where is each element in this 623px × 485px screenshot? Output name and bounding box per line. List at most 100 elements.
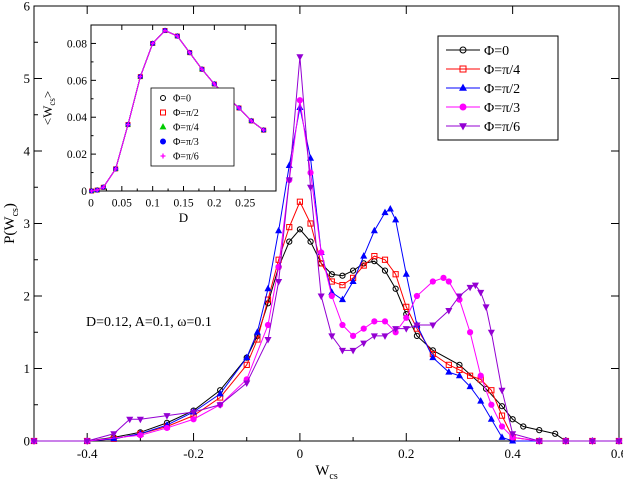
- main-xtick-label: 0.6: [611, 446, 623, 461]
- main-data-point: [136, 416, 144, 424]
- main-data-point: [371, 253, 378, 260]
- inset-legend-label: Φ=π/6: [173, 152, 199, 163]
- main-ylabel: P(Wcs): [2, 203, 21, 244]
- main-data-point: [349, 267, 357, 274]
- main-legend-label: Φ=π/4: [484, 63, 520, 78]
- main-data-point: [216, 389, 224, 397]
- main-data-point: [487, 329, 495, 337]
- inset-data-point: [261, 128, 266, 133]
- inset-data-point: [163, 28, 167, 33]
- inset-data-point: [175, 34, 180, 39]
- inset-data-point: [249, 118, 254, 123]
- main-data-point: [349, 277, 357, 284]
- inset-data-point: [187, 50, 192, 55]
- main-data-point: [370, 333, 378, 340]
- inset-ylabel-close: >: [40, 91, 55, 98]
- main-data-point: [328, 292, 335, 300]
- main-data-point: [216, 402, 224, 409]
- main-data-point: [552, 430, 559, 437]
- main-data-point: [371, 318, 378, 325]
- main-data-point: [562, 438, 570, 445]
- main-data-point: [466, 382, 474, 390]
- inset-xtick-label: 0.25: [235, 198, 255, 210]
- inset-ytick-label: 0.08: [67, 38, 87, 50]
- main-data-point: [381, 208, 389, 216]
- main-data-point: [296, 54, 304, 61]
- main-data-point: [477, 372, 484, 379]
- main-ytick-label: 4: [24, 144, 31, 159]
- main-data-point: [413, 292, 421, 300]
- main-data-point: [466, 284, 474, 292]
- main-data-point: [477, 397, 485, 404]
- main-data-point: [498, 412, 506, 419]
- main-data-point: [392, 285, 399, 292]
- main-data-point: [243, 361, 250, 368]
- main-data-point: [243, 353, 251, 361]
- inset-legend-item: Φ=π/4: [159, 123, 199, 134]
- main-data-point: [488, 387, 495, 394]
- inset-data-point: [101, 185, 106, 190]
- main-data-point: [488, 401, 495, 408]
- main-data-point: [498, 387, 506, 395]
- inset-legend-label: Φ=π/2: [173, 108, 199, 119]
- main-xtick-label: 0.2: [398, 446, 414, 461]
- inset-data-point: [126, 122, 130, 127]
- main-data-point: [328, 271, 335, 278]
- main-data-point: [360, 340, 368, 348]
- main-data-point: [30, 438, 38, 445]
- main-legend-label: Φ=π/2: [484, 82, 520, 97]
- main-data-point: [286, 238, 293, 245]
- main-xlabel: Wcs: [315, 463, 338, 482]
- inset-data-point: [212, 82, 217, 87]
- main-xtick-label: -0.4: [77, 446, 98, 461]
- main-data-point: [509, 416, 516, 423]
- main-data-point: [381, 333, 389, 340]
- inset-xlabel: D: [179, 210, 188, 225]
- main-data-point: [126, 416, 134, 424]
- main-data-point: [535, 438, 543, 445]
- main-data-point: [440, 274, 447, 281]
- main-legend-marker: [459, 65, 467, 73]
- main-legend-label: Φ=π/6: [484, 120, 520, 135]
- main-data-point: [275, 226, 283, 234]
- main-data-point: [588, 438, 596, 445]
- main-data-point: [137, 432, 144, 439]
- main-series-line: [34, 200, 619, 442]
- main-data-point: [163, 424, 171, 432]
- inset-legend-item: Φ=π/6: [160, 152, 199, 163]
- main-legend-marker: [459, 123, 467, 131]
- inset-data-point: [138, 74, 143, 79]
- main-data-point: [360, 325, 367, 332]
- main-ytick-label: 1: [24, 361, 31, 376]
- inset-ylabel-sub: cs: [47, 98, 57, 106]
- inset-legend-label: Φ=0: [173, 94, 191, 105]
- main-data-point: [482, 304, 490, 311]
- inset-xtick-label: 0.15: [173, 198, 193, 210]
- main-data-point: [317, 293, 325, 300]
- main-data-point: [386, 205, 394, 212]
- main-data-point: [349, 347, 357, 355]
- main-data-point: [339, 282, 346, 289]
- main-data-point: [487, 415, 495, 422]
- main-data-point: [403, 303, 410, 310]
- main-data-point: [498, 433, 506, 440]
- main-data-point: [509, 431, 517, 438]
- main-data-point: [110, 431, 118, 438]
- main-data-point: [413, 332, 421, 339]
- main-xtick-label: 0.4: [505, 446, 522, 461]
- inset-xtick-label: 0: [88, 198, 94, 210]
- inset-data-point: [237, 106, 241, 110]
- main-data-point: [381, 267, 389, 274]
- main-data-point: [536, 427, 543, 434]
- inset-data-point: [89, 189, 94, 193]
- main-data-point: [498, 423, 506, 430]
- main-series-line: [34, 228, 619, 442]
- main-data-point: [402, 270, 410, 277]
- main-data-point: [163, 413, 171, 420]
- main-legend-marker: [459, 83, 467, 91]
- main-data-point: [381, 256, 389, 263]
- main-series-4: [30, 54, 623, 445]
- inset-ytick-label: 0: [81, 186, 87, 198]
